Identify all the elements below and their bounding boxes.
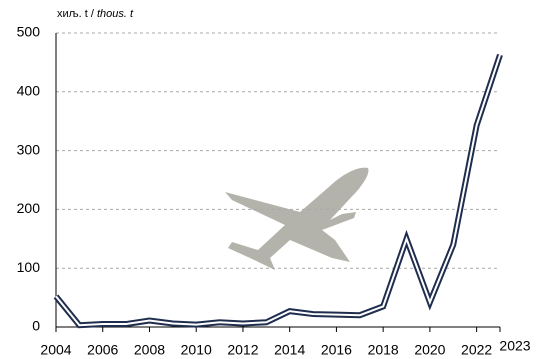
y-tick-label: 100: [17, 259, 41, 275]
series-line-inner: [55, 54, 501, 327]
x-tick-label: 2016: [321, 342, 352, 358]
x-tick-label: 2004: [40, 342, 71, 358]
y-tick-label: 0: [32, 318, 40, 334]
x-tick-label: 2018: [368, 342, 399, 358]
y-tick-label: 500: [17, 24, 41, 40]
x-tick-label: 2014: [274, 342, 305, 358]
unit-label: хиљ. t / thous. t: [57, 8, 134, 20]
y-tick-label: 200: [17, 200, 41, 216]
x-tick-label: 2010: [181, 342, 212, 358]
y-tick-label: 300: [17, 141, 41, 157]
x-tick-label: 2012: [227, 342, 258, 358]
x-tick-label: 2020: [414, 342, 445, 358]
unit-label-local: хиљ. t /: [57, 8, 97, 20]
x-tick-label: 2022: [461, 342, 492, 358]
unit-label-en: thous. t: [97, 8, 134, 20]
series-line-outline: [53, 53, 503, 329]
x-tick-label: 2023: [499, 338, 530, 354]
airplane-icon: [225, 167, 369, 270]
x-tick-label: 2008: [134, 342, 165, 358]
y-tick-label: 400: [17, 83, 41, 99]
x-tick-label: 2006: [87, 342, 118, 358]
